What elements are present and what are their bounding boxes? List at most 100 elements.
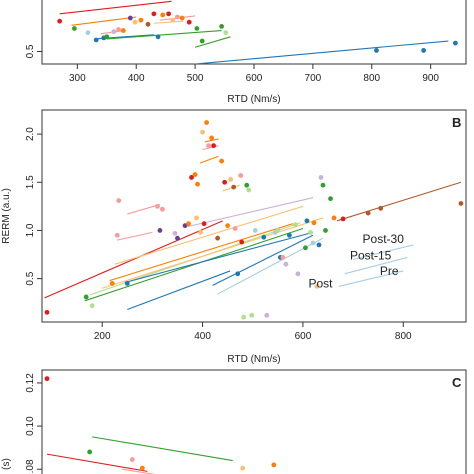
trend-line (352, 244, 414, 260)
x-tick-label: 800 (395, 331, 412, 342)
data-point (239, 239, 245, 245)
data-point (328, 196, 333, 202)
data-point (200, 129, 205, 135)
annotation-label: Post (308, 276, 333, 290)
data-point (238, 173, 244, 178)
panel-letter: C (452, 375, 462, 390)
data-point (261, 234, 267, 240)
data-point (151, 11, 157, 17)
data-point (182, 223, 188, 229)
trend-line (338, 270, 404, 287)
trend-line (222, 184, 241, 192)
data-point (228, 176, 234, 182)
plot-marks: Post-30 Post-15 Pre Post (44, 120, 464, 320)
panel-c: C 0.08 0.10 0.12 (s) (1, 369, 467, 474)
trend-line (44, 220, 223, 299)
data-point (222, 179, 228, 185)
trend-line (92, 436, 233, 462)
data-point (132, 19, 138, 25)
x-tick-label: 200 (94, 331, 111, 342)
data-point (175, 235, 180, 241)
trend-line (46, 453, 148, 472)
plot-frame (41, 0, 467, 65)
data-point (295, 271, 301, 277)
trend-line (102, 217, 324, 289)
trend-line (336, 181, 462, 222)
data-point (292, 222, 298, 228)
data-point (323, 228, 328, 233)
data-point (198, 229, 203, 235)
data-point (275, 228, 281, 233)
trend-line (59, 0, 172, 15)
data-point (264, 312, 270, 318)
data-point (232, 226, 238, 231)
data-point (310, 240, 316, 246)
x-tick-label: 900 (422, 73, 439, 84)
data-point (231, 184, 237, 190)
annotation-label: Post-15 (350, 248, 392, 262)
data-point (246, 187, 252, 193)
panel-letter: B (452, 115, 461, 130)
data-point (104, 34, 110, 40)
y-tick-label: 1.0 (25, 223, 36, 237)
data-point (116, 198, 122, 203)
x-tick-label: 600 (295, 331, 312, 342)
x-tick-label: 700 (305, 73, 322, 84)
data-point (235, 271, 241, 277)
data-point (157, 228, 163, 233)
data-point (44, 309, 50, 315)
x-tick-label: 800 (363, 73, 380, 84)
annotation-label: Pre (380, 264, 399, 278)
data-point (244, 182, 250, 188)
y-tick-label: 0.12 (25, 373, 36, 393)
trend-line (212, 234, 314, 286)
data-point (303, 245, 308, 251)
data-point (211, 143, 217, 149)
trend-line (199, 155, 219, 164)
y-tick-label: 0.10 (25, 416, 36, 436)
data-point (320, 182, 326, 188)
trend-line (153, 20, 184, 24)
trend-line (114, 205, 304, 265)
data-point (286, 232, 292, 238)
trend-line (122, 468, 156, 474)
data-point (314, 283, 320, 289)
x-axis-label: RTD (Nm/s) (227, 94, 280, 105)
panel-b: B 200 400 600 800 0.5 1.0 1.5 2.0 RTD (Nm/s) RERM … (1, 109, 467, 365)
data-point (138, 17, 144, 23)
data-point (186, 221, 191, 227)
data-point (311, 220, 317, 226)
data-point (111, 29, 117, 35)
data-point (195, 181, 200, 187)
data-point (189, 175, 194, 180)
x-tick-label: 400 (128, 73, 145, 84)
data-point (57, 18, 63, 24)
data-point (155, 203, 160, 209)
plot-marks (57, 0, 458, 64)
data-point (223, 30, 229, 36)
data-point (89, 303, 95, 309)
plot-frame (41, 109, 467, 323)
trend-line (109, 223, 294, 282)
data-point (83, 294, 89, 300)
data-point (93, 37, 99, 43)
data-point (170, 17, 176, 23)
data-point (280, 255, 286, 260)
y-tick-label: 0.5 (25, 44, 36, 58)
trend-line (204, 138, 219, 143)
trend-line (127, 203, 161, 215)
y-axis-label: (s) (1, 458, 12, 470)
data-point (114, 232, 120, 238)
data-point (252, 228, 258, 233)
trend-line (71, 16, 137, 26)
trend-line (194, 36, 231, 48)
trend-line (202, 145, 219, 151)
data-point (458, 201, 464, 206)
trend-line (344, 256, 408, 275)
data-point (145, 21, 151, 27)
data-point (194, 215, 199, 221)
trend-line (127, 270, 231, 310)
data-point (421, 48, 426, 53)
data-point (139, 465, 145, 471)
